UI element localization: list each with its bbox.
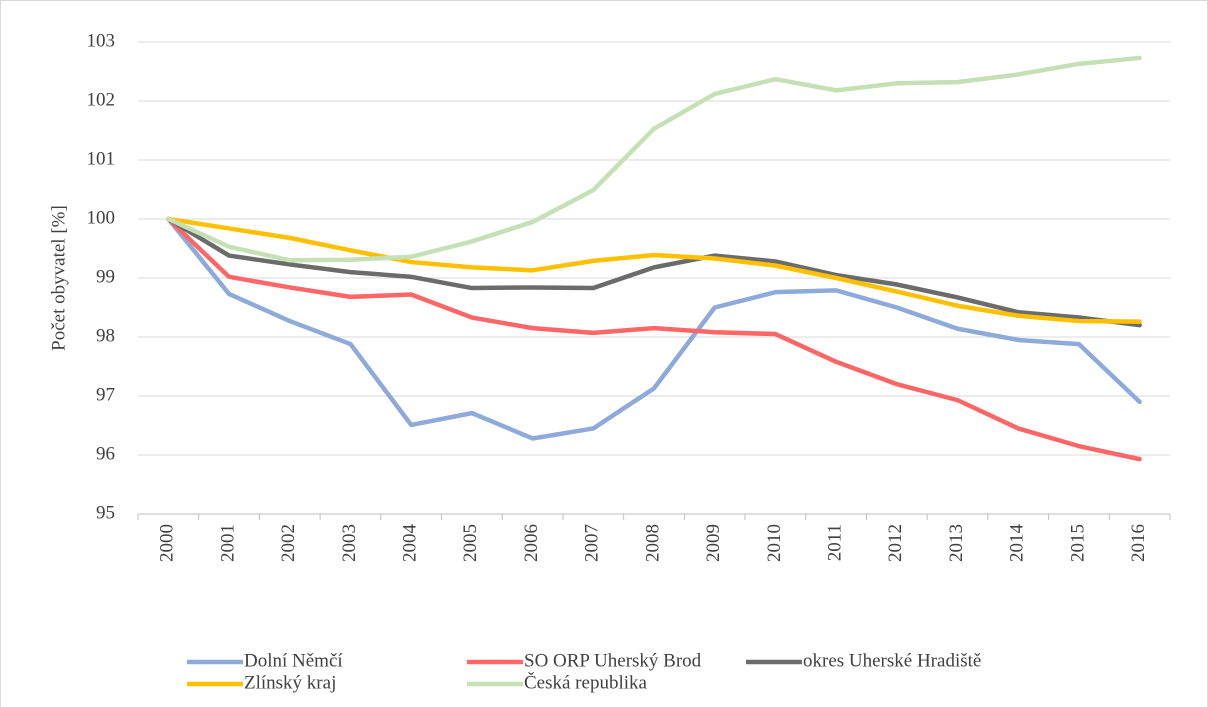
x-tick-label: 2000 [157, 524, 178, 562]
x-tick-label: 2007 [582, 524, 603, 562]
x-tick-label: 2016 [1128, 524, 1149, 562]
x-tick-label: 2005 [460, 524, 481, 562]
x-tick-label: 2013 [946, 524, 967, 562]
x-tick-label: 2015 [1067, 524, 1088, 562]
y-axis-label: Počet obyvatel [%] [48, 205, 69, 351]
x-tick-label: 2011 [824, 524, 845, 561]
series-line [166, 216, 1142, 324]
series-line [166, 55, 1142, 263]
x-tick-label: 2001 [217, 524, 238, 562]
y-tick-label: 100 [87, 207, 116, 228]
x-tick-label: 2002 [278, 524, 299, 562]
series-line [166, 216, 1142, 462]
x-tick-label: 2009 [703, 524, 724, 562]
y-tick-label: 99 [96, 266, 115, 287]
y-tick-label: 96 [96, 443, 115, 464]
x-tick-label: 2004 [400, 524, 421, 563]
series-line [166, 216, 1142, 328]
y-tick-label: 103 [87, 30, 116, 51]
legend-label: SO ORP Uherský Brod [524, 650, 702, 671]
x-tick-label: 2014 [1007, 524, 1028, 563]
x-tick-label: 2010 [764, 524, 785, 562]
x-tick-label: 2012 [885, 524, 906, 562]
legend-label: Zlínský kraj [244, 672, 336, 693]
y-tick-label: 101 [87, 148, 116, 169]
series-line [166, 216, 1142, 441]
y-tick-label: 98 [96, 325, 115, 346]
legend-label: okres Uherské Hradiště [803, 650, 981, 671]
x-tick-label: 2006 [521, 524, 542, 562]
y-tick-label: 95 [96, 502, 115, 523]
y-tick-label: 102 [87, 89, 116, 110]
x-tick-label: 2003 [339, 524, 360, 562]
legend-label: Česká republika [524, 671, 648, 693]
legend-label: Dolní Němčí [244, 650, 343, 671]
y-tick-label: 97 [96, 384, 115, 405]
x-tick-label: 2008 [642, 524, 663, 562]
